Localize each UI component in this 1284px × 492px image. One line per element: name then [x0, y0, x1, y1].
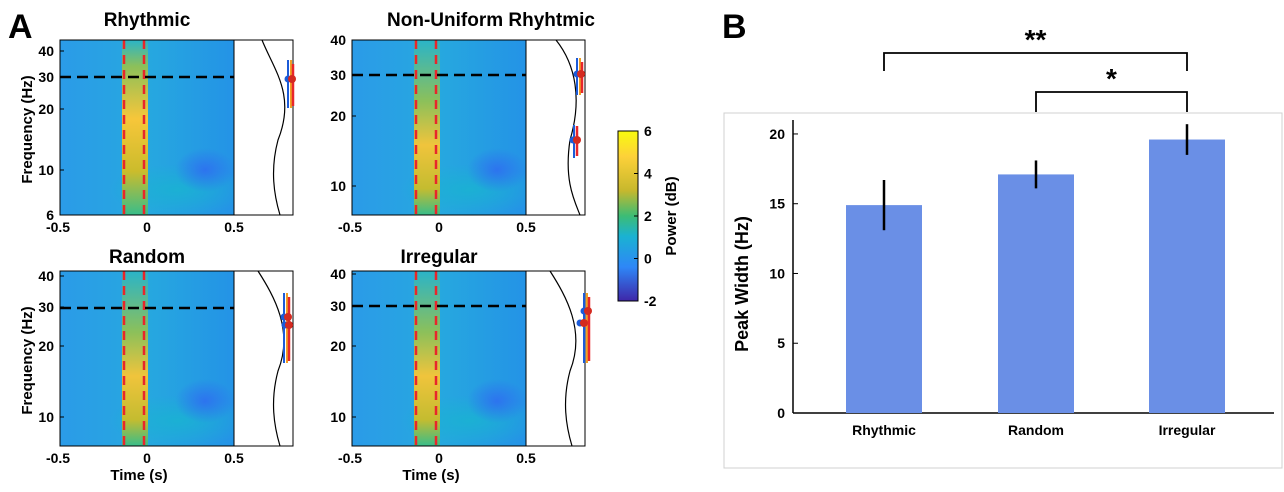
- spectrum-curve: [549, 270, 577, 447]
- y-tick-label: 40: [38, 43, 54, 59]
- colorbar-tick-label: 0: [644, 251, 652, 267]
- y-axis-label: Frequency (Hz): [19, 75, 36, 183]
- spectrum-curve: [261, 39, 286, 216]
- bar-irregular: [1149, 139, 1225, 414]
- y-tick-label: 10: [38, 162, 54, 178]
- colorbar-tick-label: 4: [644, 166, 652, 182]
- spectrogram-power-dip: [467, 148, 527, 192]
- x-tick-label: -0.5: [46, 450, 70, 466]
- x-tick-label: 0: [143, 219, 151, 235]
- y-axis-label: Frequency (Hz): [19, 306, 36, 414]
- significance-bracket: [1035, 91, 1188, 112]
- bar-rhythmic: [846, 205, 922, 413]
- colorbar-ticks: 6 4 2 0 -2: [634, 123, 657, 309]
- y-tick-label: 20: [38, 101, 54, 117]
- tf-panel-title: Rhythmic: [104, 10, 191, 31]
- y-tick-label: 20: [38, 338, 54, 354]
- spectrogram-burst-band: [122, 271, 148, 446]
- y-tick-label: 20: [330, 108, 346, 124]
- peak-marker-red: [284, 313, 292, 321]
- y-tick-label: 6: [46, 207, 54, 223]
- tf-panel-title: Random: [109, 247, 185, 268]
- bar-random: [998, 174, 1074, 413]
- spectrum-frame: [233, 39, 294, 216]
- x-tick-label: 0: [143, 450, 151, 466]
- peak-marker-red: [580, 319, 588, 327]
- spectrogram-power-dip: [175, 379, 235, 423]
- tf-panel-4: Irregular 10 20 30 40 -0.5 0 0.5 Time (s): [330, 247, 592, 484]
- x-tick-label: 0: [435, 450, 443, 466]
- panel-letter-b: B: [722, 8, 747, 46]
- peak-marker-red: [584, 307, 592, 315]
- tf-panel-1: Rhythmic 6 10 20 30 40 -0.5 0 0.5 Frequency (Hz): [19, 10, 296, 235]
- tf-panel-2: Non-Uniform Rhyhtmic 10 20 30 40 -0.5 0 0.5: [330, 10, 595, 235]
- colorbar: 6 4 2 0 -2 Power (dB): [617, 123, 680, 309]
- y-tick-label: 30: [330, 67, 346, 83]
- category-label: Random: [1008, 422, 1064, 438]
- x-axis-label: Time (s): [110, 467, 167, 484]
- bar-y-tick-label: 5: [777, 335, 785, 351]
- significance-label: **: [1025, 24, 1047, 55]
- bar-y-axis-label: Peak Width (Hz): [732, 216, 752, 352]
- peak-marker-red: [285, 321, 293, 329]
- peak-marker-red: [573, 136, 581, 144]
- category-label: Irregular: [1159, 422, 1216, 438]
- y-tick-label: 20: [330, 338, 346, 354]
- y-tick-label: 40: [38, 268, 54, 284]
- y-tick-label: 10: [330, 178, 346, 194]
- tf-panels: Rhythmic 6 10 20 30 40 -0.5 0 0.5 Frequency (Hz) N…: [19, 10, 595, 484]
- y-tick-label: 30: [38, 69, 54, 85]
- spectrum-curve: [257, 270, 285, 447]
- tf-panel-title: Irregular: [400, 247, 478, 268]
- spectrogram-power-dip: [467, 379, 527, 423]
- x-tick-label: 0.5: [516, 219, 536, 235]
- bar-y-tick-label: 15: [769, 196, 785, 212]
- x-tick-label: 0.5: [224, 219, 244, 235]
- significance-label: *: [1106, 63, 1117, 94]
- colorbar-tick-label: -2: [644, 293, 657, 309]
- spectrogram-burst-band: [414, 271, 440, 446]
- y-tick-label: 40: [330, 266, 346, 282]
- x-tick-label: -0.5: [46, 219, 70, 235]
- x-tick-label: 0.5: [516, 450, 536, 466]
- significance-bracket: [883, 52, 1188, 71]
- peak-marker-red: [577, 70, 585, 78]
- x-tick-label: -0.5: [338, 219, 362, 235]
- x-tick-label: -0.5: [338, 450, 362, 466]
- panel-b-frame: [723, 112, 1283, 469]
- tf-panel-3: Random 10 20 30 40 -0.5 0 0.5 Frequency (Hz) Time…: [19, 247, 294, 484]
- y-tick-label: 10: [330, 409, 346, 425]
- peak-marker-red: [288, 75, 296, 83]
- bar-y-tick-label: 20: [769, 126, 785, 142]
- bar-y-tick-label: 10: [769, 265, 785, 281]
- category-label: Rhythmic: [852, 422, 916, 438]
- y-tick-label: 10: [38, 409, 54, 425]
- spectrum-frame: [525, 39, 586, 216]
- panel-letter-a: A: [8, 8, 33, 46]
- y-tick-label: 30: [330, 298, 346, 314]
- spectrogram-burst-band: [122, 40, 148, 215]
- colorbar-tick-label: 6: [644, 123, 652, 139]
- spectrum-frame: [525, 270, 586, 447]
- x-axis-label: Time (s): [402, 467, 459, 484]
- tf-panel-title: Non-Uniform Rhyhtmic: [387, 10, 595, 31]
- spectrogram-burst-band: [414, 40, 440, 215]
- x-tick-label: 0: [435, 219, 443, 235]
- y-tick-label: 30: [38, 299, 54, 315]
- y-tick-label: 40: [330, 32, 346, 48]
- bar-y-tick-label: 0: [777, 405, 785, 421]
- colorbar-label: Power (dB): [663, 176, 680, 255]
- colorbar-tick-label: 2: [644, 208, 652, 224]
- x-tick-label: 0.5: [224, 450, 244, 466]
- spectrogram-power-dip: [175, 148, 235, 192]
